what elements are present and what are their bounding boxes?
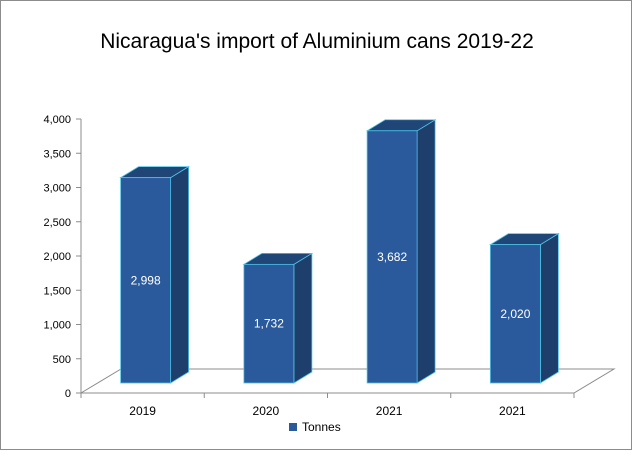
bar-3: 3,682 bbox=[365, 119, 437, 384]
bar-2: 1,732 bbox=[242, 252, 314, 384]
x-tick-label: 2020 bbox=[253, 404, 280, 418]
bar-side-face bbox=[293, 252, 313, 384]
y-tick-label: 1,000 bbox=[43, 320, 71, 332]
y-tick-label: 2,500 bbox=[43, 217, 71, 229]
bar-side-face bbox=[416, 119, 436, 384]
y-tick-label: 1,500 bbox=[43, 285, 71, 297]
legend-label: Tonnes bbox=[302, 420, 341, 434]
bar-data-label: 2,020 bbox=[500, 307, 530, 321]
chart-title: Nicaragua's import of Aluminium cans 201… bbox=[100, 30, 534, 53]
x-tick-label: 2021 bbox=[376, 404, 403, 418]
bar-1: 2,998 bbox=[119, 165, 191, 384]
y-tick-label: 3,500 bbox=[43, 148, 71, 160]
y-axis: 0 500 1,000 1,500 2,000 2,500 3,000 3,500 4,000 bbox=[43, 114, 82, 400]
legend: Tonnes bbox=[289, 420, 341, 434]
bar-front-face bbox=[120, 177, 172, 384]
x-tick-label: 2021 bbox=[499, 404, 526, 418]
bar-data-label: 3,682 bbox=[377, 250, 407, 264]
bar-side-face bbox=[539, 232, 559, 384]
bar-side-face bbox=[170, 165, 190, 384]
y-tick-label: 0 bbox=[65, 388, 71, 400]
y-tick-label: 2,000 bbox=[43, 251, 71, 263]
bar-data-label: 2,998 bbox=[131, 273, 161, 287]
bars-group: 2,998 1,732 3,682 2,020 bbox=[119, 119, 560, 384]
bar-front-face bbox=[243, 263, 295, 384]
bar-4: 2,020 bbox=[488, 232, 560, 384]
bar-data-label: 1,732 bbox=[254, 317, 284, 331]
y-tick-label: 4,000 bbox=[43, 114, 71, 126]
x-axis: 2019 2020 2021 2021 bbox=[80, 392, 575, 418]
y-tick-label: 500 bbox=[53, 354, 71, 366]
bar-front-face bbox=[366, 130, 418, 384]
bar-front-face bbox=[489, 244, 541, 384]
legend-swatch bbox=[289, 423, 297, 431]
x-tick-label: 2019 bbox=[129, 404, 156, 418]
y-tick-label: 3,000 bbox=[43, 183, 71, 195]
